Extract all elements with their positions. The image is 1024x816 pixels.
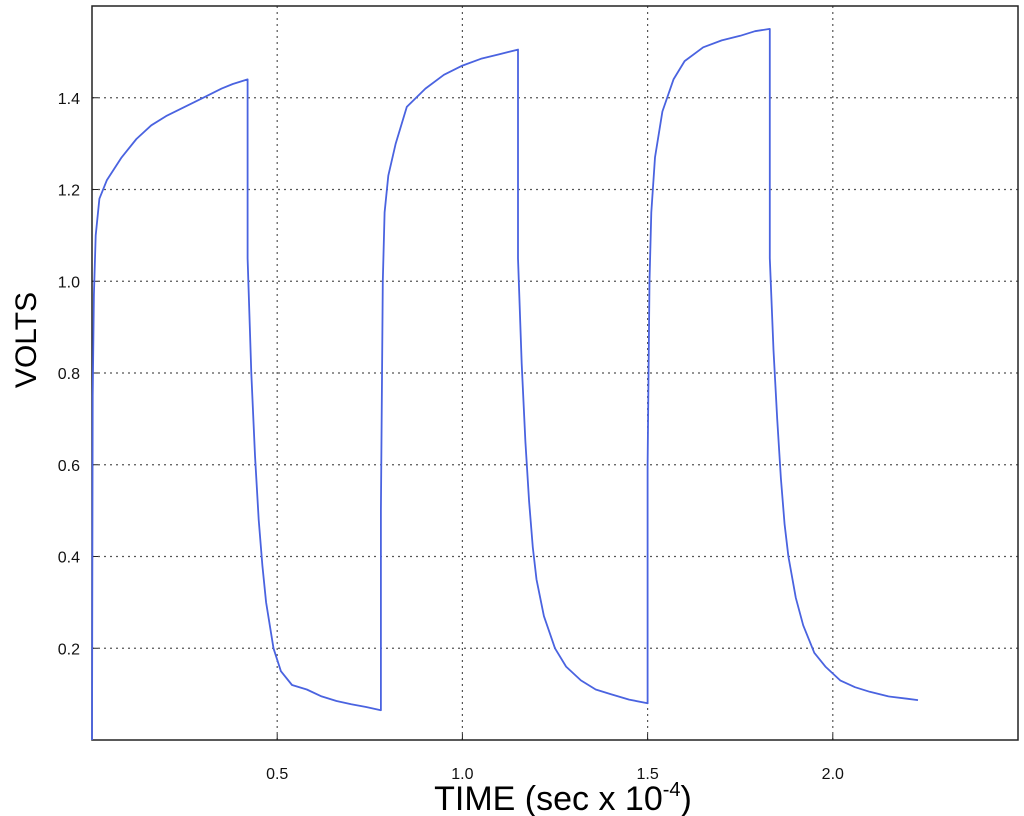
x-axis-ticks: 0.5 1.0 1.5 2.0 bbox=[266, 734, 844, 783]
y-tick-label: 1.4 bbox=[58, 91, 80, 108]
x-tick-label: 1.5 bbox=[636, 766, 658, 783]
y-axis-title: VOLTS bbox=[10, 292, 43, 388]
x-axis-title-main: TIME (sec x 10 bbox=[434, 780, 663, 816]
y-axis-ticks: 0.2 0.4 0.6 0.8 1.0 1.2 1.4 bbox=[58, 91, 98, 658]
y-tick-label: 0.4 bbox=[58, 550, 80, 567]
x-tick-label: 1.0 bbox=[451, 766, 473, 783]
y-tick-label: 1.0 bbox=[58, 274, 80, 291]
y-tick-label: 0.2 bbox=[58, 641, 80, 658]
x-tick-label: 0.5 bbox=[266, 766, 288, 783]
series-layer bbox=[91, 27, 919, 741]
y-tick-label: 0.8 bbox=[58, 366, 80, 383]
y-tick-label: 0.6 bbox=[58, 458, 80, 475]
x-tick-label: 2.0 bbox=[822, 766, 844, 783]
x-axis-title-exponent: -4 bbox=[663, 779, 681, 801]
y-tick-label: 1.2 bbox=[58, 183, 80, 200]
x-axis-title-suffix: ) bbox=[681, 780, 692, 816]
voltage-series-line bbox=[91, 27, 919, 741]
x-axis-title: TIME (sec x 10-4) bbox=[434, 779, 692, 816]
